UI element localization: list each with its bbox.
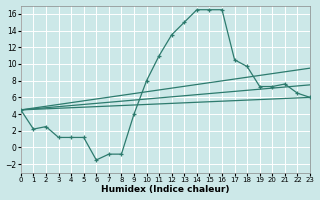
X-axis label: Humidex (Indice chaleur): Humidex (Indice chaleur) <box>101 185 230 194</box>
